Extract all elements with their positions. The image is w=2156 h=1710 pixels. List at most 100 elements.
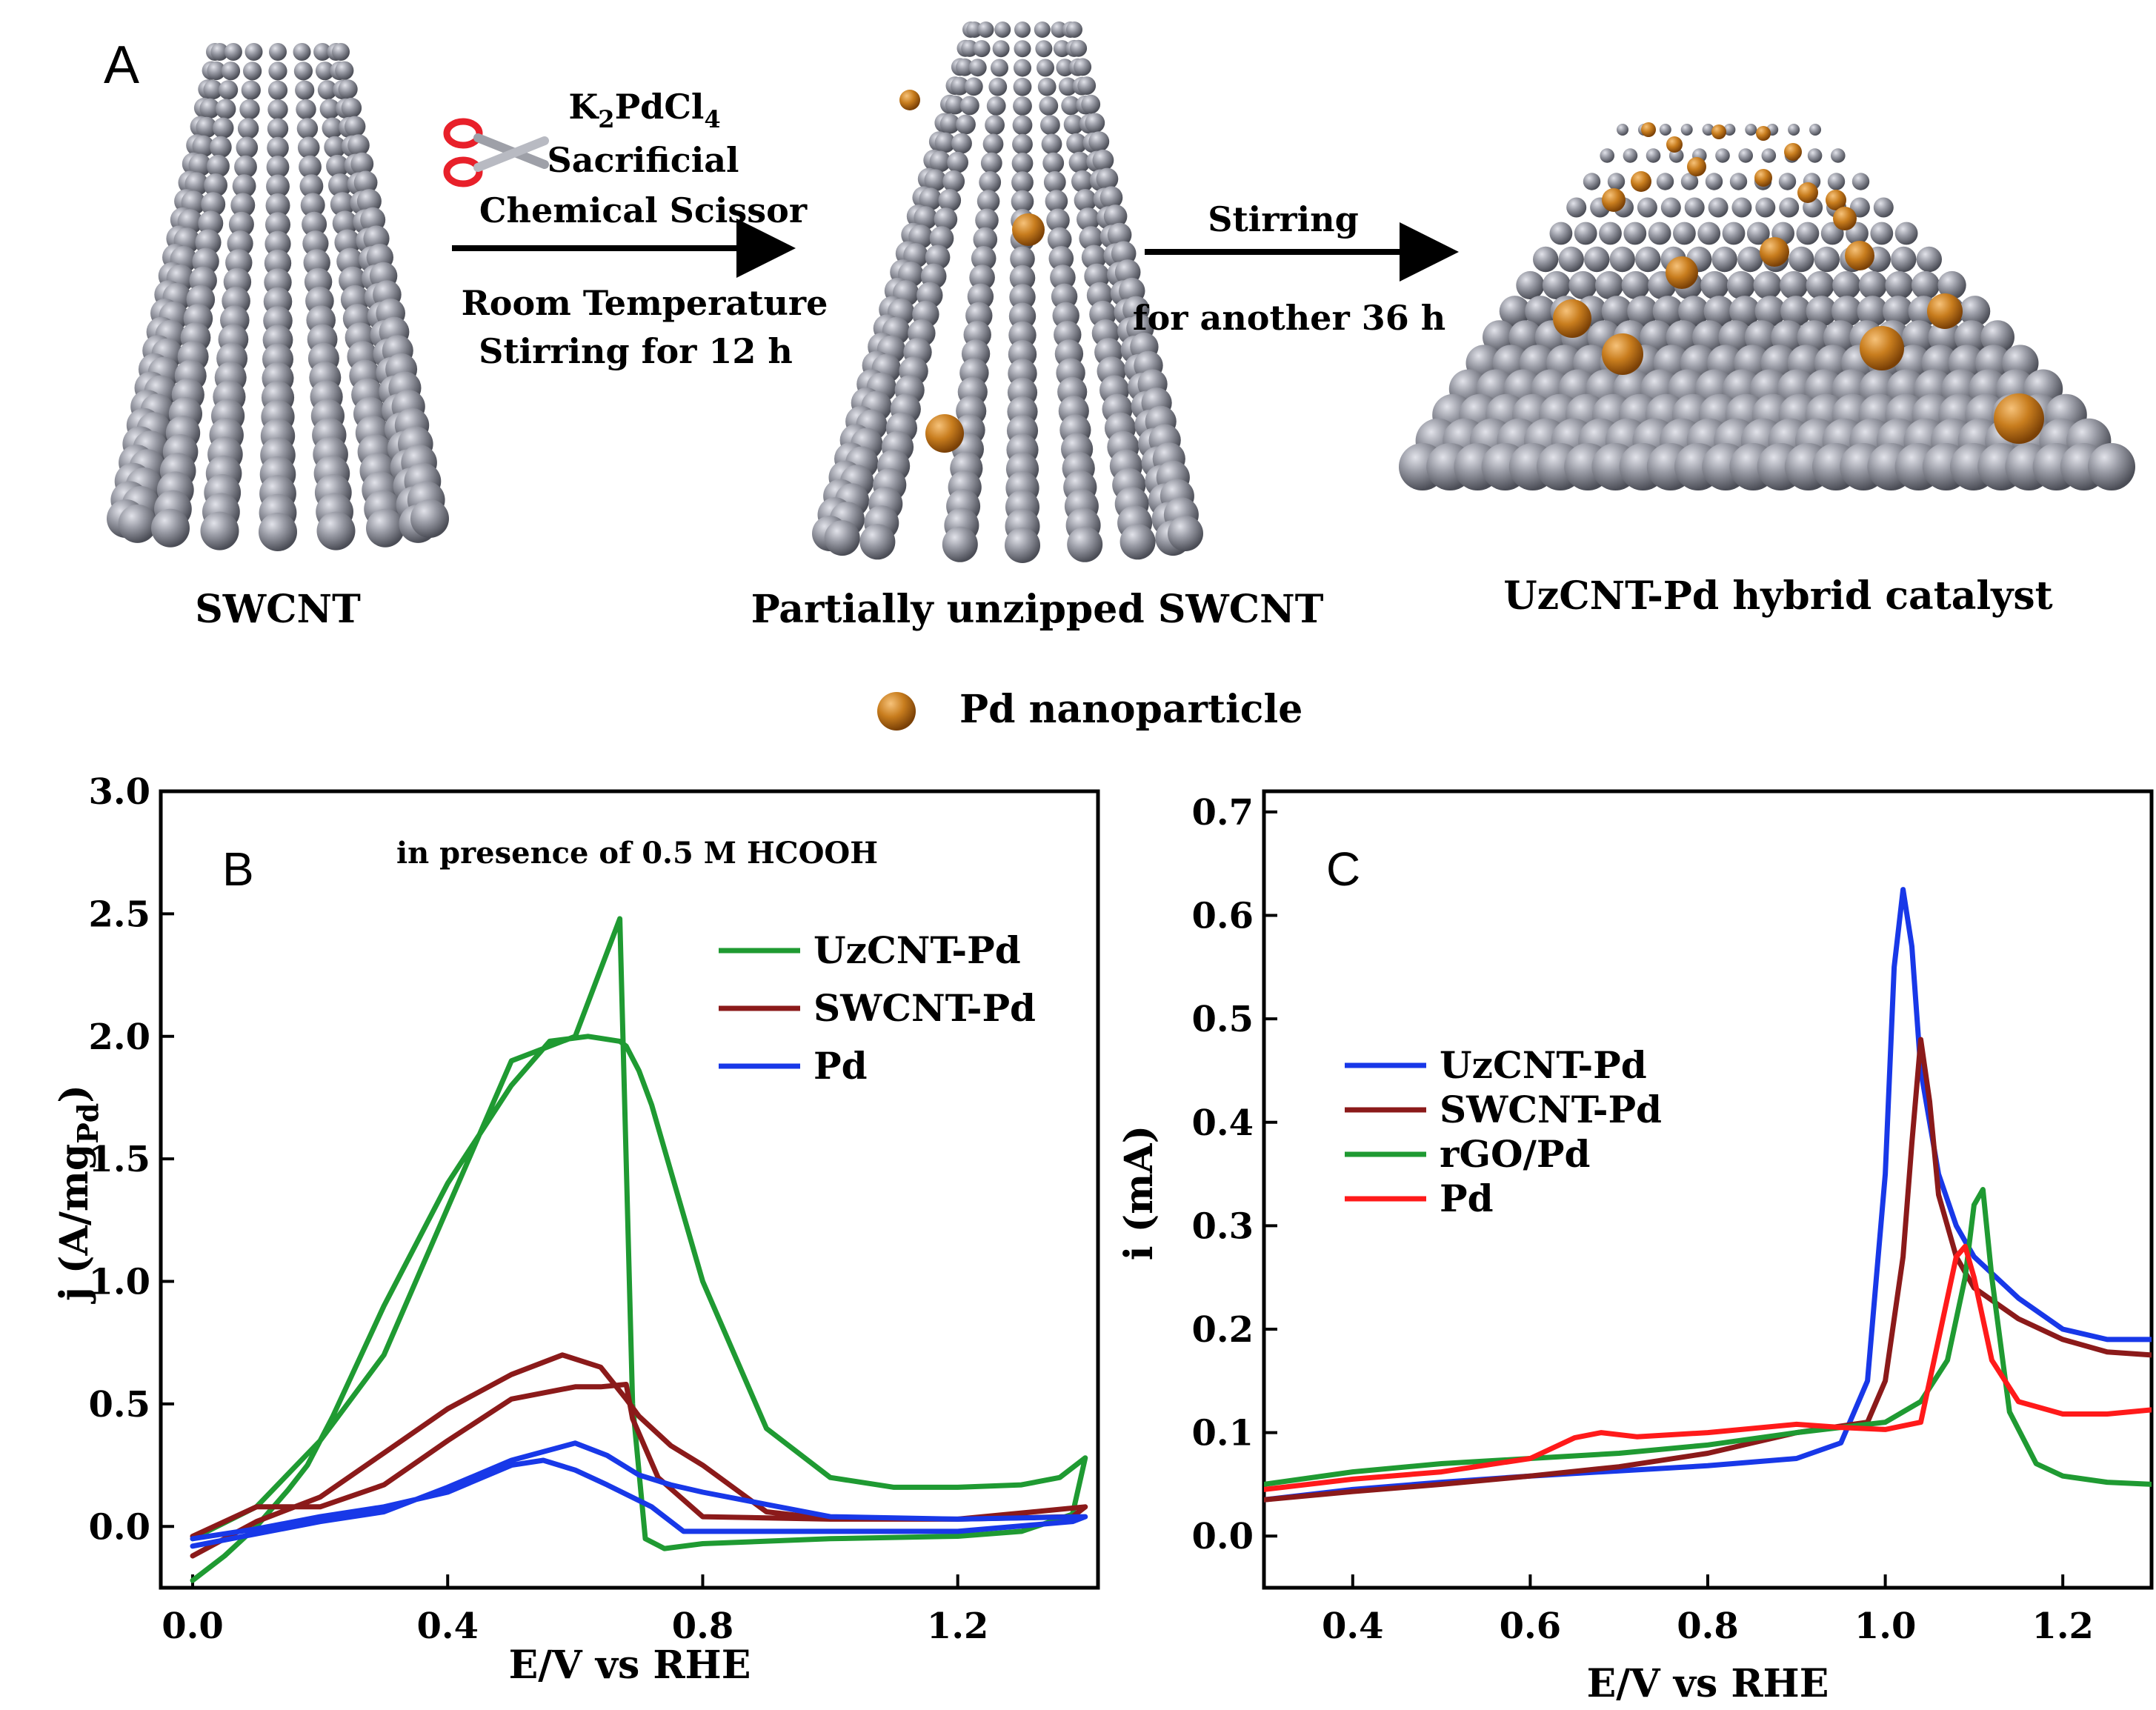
carbon-atom [1857,296,1889,327]
carbon-atom [994,21,1011,38]
carbon-atom [1074,58,1092,76]
carbon-atom [1754,296,1786,327]
carbon-atom [1652,296,1684,327]
carbon-atom [1806,270,1834,300]
carbon-atom [302,211,327,237]
carbon-atom [973,40,991,58]
carbon-atom [317,80,337,100]
carbon-atom [1005,528,1040,563]
panel-c-series [1264,887,2152,1503]
carbon-atom [1014,40,1031,58]
carbon-atom [1705,173,1723,190]
step1-line5: Stirring for 12 h [479,331,793,371]
carbon-atom [2088,443,2135,490]
carbon-atom [1014,59,1031,77]
carbon-atom [986,96,1006,116]
carbon-atom [1780,296,1811,327]
x-tick-label: 0.8 [672,1606,734,1647]
carbon-atom [1088,131,1110,153]
panel-a: A K2PdCl4 Sacrificial Chemical Scissor R… [104,21,2135,732]
carbon-atom [1911,270,1940,300]
step2-line2: for another 36 h [1133,298,1445,338]
carbon-atom [1058,77,1077,96]
carbon-atom [293,43,311,61]
carbon-atom [824,520,860,556]
pd-nanoparticle [899,90,920,110]
carbon-atom [1096,167,1119,190]
x-tick-label: 0.4 [1322,1606,1384,1647]
scissors-icon [443,118,549,187]
carbon-atom [300,193,325,218]
x-tick-label: 1.2 [927,1606,989,1647]
series-line-uzcnt-pd [1264,887,2152,1503]
carbon-atom [1814,246,1840,273]
pd-nanoparticle [1797,182,1818,203]
carbon-atom [939,113,960,134]
carbon-atom [353,170,378,195]
carbon-atom [1034,21,1051,38]
carbon-atom [338,79,358,99]
x-tick-label: 0.0 [162,1606,224,1647]
carbon-atom [1077,207,1100,231]
carbon-atom [1746,222,1770,245]
carbon-atom [219,80,239,100]
caption-swcnt: SWCNT [195,587,361,632]
carbon-atom [929,150,951,173]
carbon-atom [929,226,954,250]
legend-label: SWCNT-Pd [814,986,1036,1030]
pd-nanoparticle [1666,136,1683,153]
panel-c-axes: 0.4 0.6 0.8 1.0 1.2 0.0 0.1 0.2 0.3 0.4 0.5 0.6 0.7 [1191,792,2093,1647]
carbon-atom [1499,296,1531,327]
carbon-atom [266,174,290,199]
panel-c-label: C [1326,842,1360,896]
carbon-atom [1595,270,1624,300]
pd-nanoparticle [1845,241,1874,270]
carbon-atom [934,207,958,231]
carbon-atom [951,76,969,96]
carbon-atom [1894,222,1918,245]
carbon-atom [1074,189,1097,212]
carbon-atom [328,173,352,197]
caption-hybrid-catalyst: UzCNT-Pd hybrid catalyst [1503,573,2052,619]
panel-b-axes: 0.0 0.4 0.8 1.2 0.0 0.5 1.0 1.5 2.0 2.5 3.0 [88,771,988,1647]
panel-b-ylabel: j (A/mgPd) [52,1085,104,1304]
carbon-atom [207,61,226,81]
series-line-pd [1264,1243,2152,1492]
carbon-atom [332,210,358,236]
panel-b-xlabel: E/V vs RHE [509,1643,751,1688]
carbon-atom [1168,516,1203,551]
carbon-atom [200,511,239,550]
carbon-atom [1623,148,1638,163]
carbon-atom [322,117,343,139]
carbon-atom [1832,270,1861,300]
pd-nanoparticle [1012,213,1045,246]
carbon-atom [1937,270,1966,300]
carbon-atom [1600,148,1614,163]
carbon-atom [1648,222,1671,245]
carbon-atom [293,61,313,81]
carbon-atom [1061,96,1081,116]
carbon-atom [964,77,983,96]
carbon-atom [210,136,232,159]
carbon-atom [299,174,324,198]
carbon-atom [267,136,289,159]
carbon-atom [295,80,315,100]
partially-unzipped-nanotube-illustration [812,21,1203,563]
carbon-atom [1796,222,1820,245]
carbon-atom [1601,296,1633,327]
carbon-atom [1056,59,1074,77]
carbon-atom [988,77,1008,96]
panel-c-xlabel: E/V vs RHE [1587,1661,1829,1706]
pd-nanoparticle [1631,171,1651,192]
carbon-atom [1726,270,1756,300]
carbon-atom [1574,222,1597,245]
pd-nanoparticle [1994,393,2044,444]
carbon-atom [350,152,374,176]
y-tick-label: 1.0 [88,1262,150,1303]
x-tick-label: 0.4 [416,1606,479,1647]
carbon-atom [1063,114,1084,135]
carbon-atom [1012,133,1033,155]
y-tick-label: 0.5 [88,1384,150,1425]
carbon-atom [1722,222,1746,245]
carbon-atom [973,227,998,252]
